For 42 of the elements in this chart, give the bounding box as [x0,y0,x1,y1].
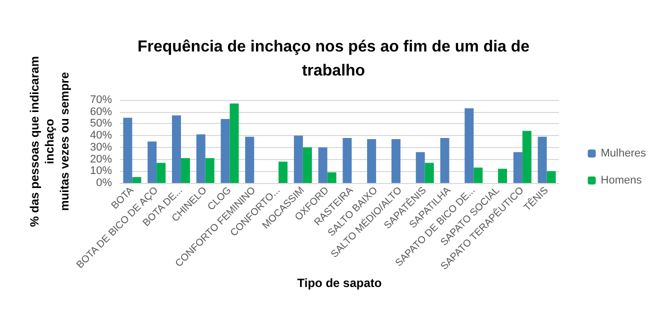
y-tick-label: 70% [90,94,112,106]
bar [180,158,190,183]
y-tick-label: 50% [90,118,112,130]
bar [522,130,532,183]
y-tick-label: 20% [90,153,112,166]
bar [440,138,450,183]
bar [367,139,376,183]
bar [546,171,556,183]
bar [474,168,483,183]
bar [391,139,400,183]
bar [278,162,288,183]
bar [318,147,328,183]
y-tick-label: 40% [90,130,112,142]
chart-title: Frequência de inchaço nos pés ao fim de um dia de trabalho [137,38,530,80]
legend-label: Mulheres [600,148,646,160]
bar [513,152,522,183]
bar [132,177,142,183]
bar [424,162,434,183]
bar [327,172,336,183]
bar [172,115,181,183]
bar [205,158,214,183]
bar [302,147,312,183]
bar [148,142,157,183]
bar [220,118,230,183]
bar [294,136,303,183]
bar [416,152,425,183]
bar [245,136,254,183]
y-tick-label: 10% [90,165,112,178]
bar [342,138,352,183]
bar [464,108,474,183]
bar [156,162,166,183]
bar [538,136,547,183]
bar [498,168,508,183]
legend-label: Homens [600,174,642,186]
x-axis-title: Tipo de sapato [297,276,382,290]
bar [230,104,239,183]
y-tick-label: 60% [90,106,112,118]
bar [123,118,132,183]
y-tick-label: 0% [96,177,112,189]
y-axis-title: % das pessoas que indicaram inchaço muitas vezes ou sempre [28,56,72,227]
bar [196,134,206,183]
y-tick-label: 30% [90,141,112,154]
